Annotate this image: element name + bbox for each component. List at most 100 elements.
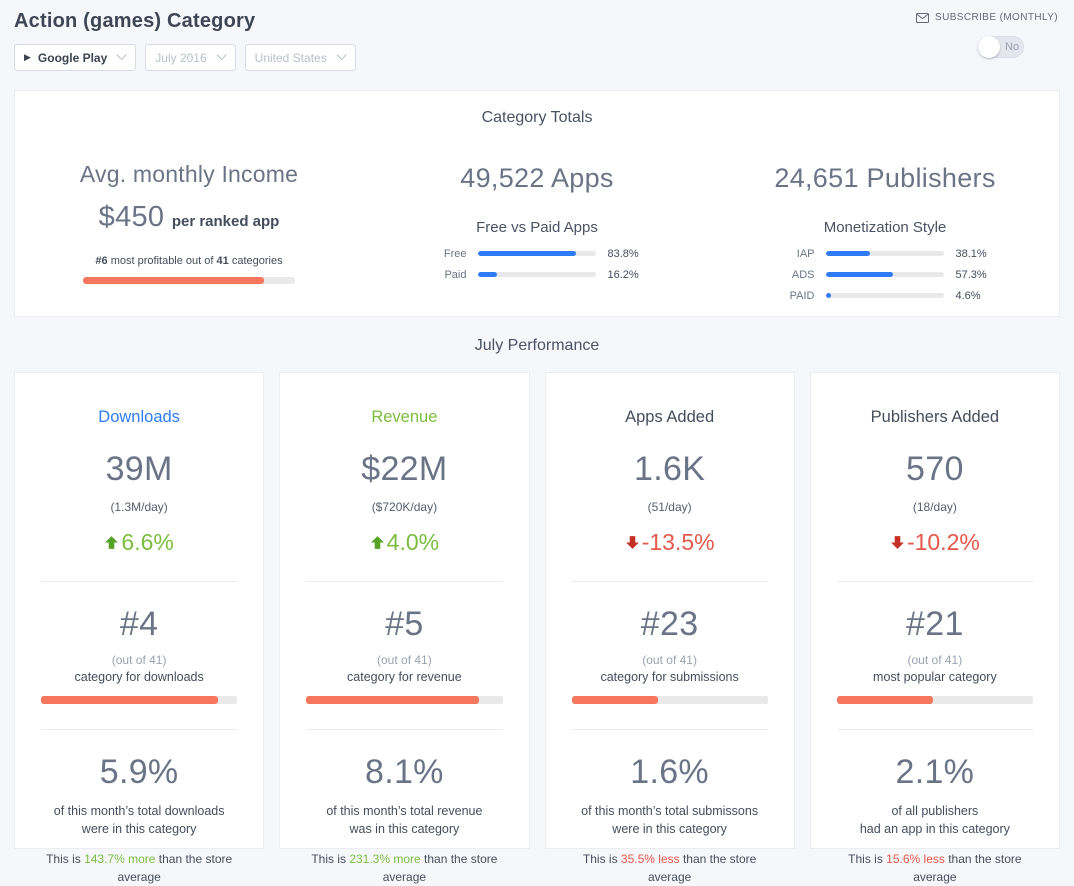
paid-monetization-bar-fill — [825, 293, 831, 298]
downloads-rank-bar — [41, 696, 238, 704]
share-desc-line1: of all publishers — [891, 804, 979, 818]
downloads-vs-average: This is 143.7% more than the store avera… — [15, 850, 263, 886]
country-dropdown[interactable]: United States — [244, 44, 356, 71]
share-desc-line1: of this month’s total submissons — [581, 804, 759, 818]
apps-added-vs-average: This is 35.5% less than the store averag… — [546, 850, 794, 886]
downloads-rank-bar-fill — [41, 696, 218, 704]
divider — [41, 729, 238, 730]
paid-bar-row: Paid 16.2% — [363, 268, 711, 281]
divider — [571, 729, 768, 730]
apps-added-value: 1.6K — [634, 450, 706, 488]
paid-monetization-bar-row: PAID 4.6% — [711, 290, 1059, 302]
ads-bar-label: ADS — [791, 268, 815, 281]
trend-up-icon — [370, 535, 385, 550]
income-rank: #6 — [95, 255, 108, 267]
apps-added-rank-note: (out of 41) — [642, 653, 697, 667]
free-bar-fill — [477, 251, 577, 256]
trend-up-icon — [104, 535, 119, 550]
publishers-added-share: 2.1% — [895, 753, 975, 791]
downloads-share: 5.9% — [99, 753, 179, 791]
revenue-change-value: 4.0% — [386, 529, 440, 555]
income-rank-bar — [83, 277, 295, 284]
iap-bar-value: 38.1% — [955, 247, 987, 260]
chevron-down-icon — [216, 49, 227, 60]
apps-added-share-desc: of this month’s total submissons were in… — [546, 802, 794, 838]
income-value-suffix: per ranked app — [171, 213, 280, 230]
publishers-added-rank-note: (out of 41) — [907, 653, 963, 667]
downloads-share-desc: of this month’s total downloads were in … — [15, 802, 263, 838]
page-title: Action (games) Category — [14, 10, 256, 32]
apps-added-change: -13.5% — [546, 529, 794, 556]
paid-bar-value: 16.2% — [607, 268, 639, 281]
publishers-added-share-desc: of all publishers had an app in this cat… — [811, 802, 1059, 838]
divider — [836, 581, 1033, 582]
store-dropdown[interactable]: ▶ Google Play — [14, 44, 137, 71]
publishers-added-vs-average: This is 15.6% less than the store averag… — [811, 850, 1059, 886]
subscribe-label: SUBSCRIBE (MONTHLY) — [935, 12, 1058, 23]
publishers-total: 24,651 Publishers — [774, 163, 996, 193]
publishers-added-change-value: -10.2% — [906, 529, 980, 555]
revenue-card-title[interactable]: Revenue — [371, 408, 438, 426]
free-bar-track — [477, 251, 596, 256]
apps-added-change-value: -13.5% — [641, 529, 715, 555]
publishers-added-value: 570 — [906, 450, 964, 488]
revenue-card: Revenue $22M ($720K/day) 4.0% #5 (out of… — [279, 372, 530, 884]
publishers-added-change: -10.2% — [811, 529, 1059, 556]
share-desc-line1: of this month’s total downloads — [53, 804, 225, 818]
avg-highlight: 15.6% less — [886, 852, 945, 867]
july-performance-heading: July Performance — [474, 337, 600, 354]
divider — [306, 729, 503, 730]
store-dropdown-value: Google Play — [37, 50, 108, 65]
subscribe-button[interactable]: SUBSCRIBE (MONTHLY) — [916, 12, 1060, 23]
iap-bar-fill — [825, 251, 871, 256]
toggle-knob — [978, 36, 1000, 58]
apps-added-rank-bar-fill — [571, 696, 658, 704]
downloads-per-day: (1.3M/day) — [110, 500, 168, 514]
apps-added-card-title: Apps Added — [625, 408, 715, 426]
revenue-vs-average: This is 231.3% more than the store avera… — [280, 850, 528, 886]
header-left: Action (games) Category ▶ Google Play Ju… — [14, 10, 356, 71]
share-desc-line1: of this month’s total revenue — [326, 804, 483, 818]
category-totals-heading: Category Totals — [481, 109, 593, 126]
downloads-change-value: 6.6% — [121, 529, 174, 555]
subscribe-toggle[interactable]: No — [978, 36, 1024, 58]
income-title: Avg. monthly Income — [79, 161, 299, 187]
iap-bar-track — [825, 251, 944, 256]
downloads-rank: #4 — [119, 605, 159, 643]
downloads-card-title[interactable]: Downloads — [98, 408, 180, 426]
category-totals-panel: Category Totals Avg. monthly Income $450… — [14, 90, 1060, 317]
revenue-change: 4.0% — [280, 529, 528, 556]
revenue-share: 8.1% — [365, 753, 444, 791]
apps-total: 49,522 Apps — [460, 163, 614, 193]
downloads-value: 39M — [105, 450, 173, 488]
income-value: $450 — [98, 201, 165, 233]
share-desc-line2: were in this category — [612, 822, 727, 837]
chevron-down-icon — [116, 49, 127, 60]
free-vs-paid-subtitle: Free vs Paid Apps — [476, 219, 598, 236]
apps-column: 49,522 Apps Free vs Paid Apps Free 83.8%… — [363, 139, 711, 299]
avg-prefix: This is — [46, 852, 85, 867]
envelope-icon — [916, 12, 930, 23]
divider — [571, 581, 768, 582]
downloads-rank-label: category for downloads — [74, 670, 204, 684]
month-dropdown[interactable]: July 2016 — [145, 44, 236, 71]
ads-bar-value: 57.3% — [955, 268, 987, 281]
performance-cards: Downloads 39M (1.3M/day) 6.6% #4 (out of… — [14, 372, 1060, 884]
free-bar-label: Free — [443, 247, 467, 260]
iap-bar-label: IAP — [796, 247, 815, 260]
avg-prefix: This is — [582, 852, 621, 867]
share-desc-line2: was in this category — [349, 822, 460, 837]
ads-bar-fill — [825, 272, 894, 277]
apps-added-rank: #23 — [640, 605, 699, 643]
revenue-per-day: ($720K/day) — [371, 500, 438, 514]
share-desc-line2: were in this category — [81, 822, 197, 837]
publishers-added-card-title: Publishers Added — [870, 408, 1000, 426]
publishers-added-rank-label: most popular category — [873, 670, 997, 684]
paid-bar-label: Paid — [444, 268, 467, 281]
monetization-subtitle: Monetization Style — [823, 219, 947, 236]
downloads-card: Downloads 39M (1.3M/day) 6.6% #4 (out of… — [14, 372, 265, 884]
revenue-rank-label: category for revenue — [347, 670, 462, 684]
month-dropdown-value: July 2016 — [155, 50, 207, 65]
free-bar-row: Free 83.8% — [363, 247, 711, 260]
